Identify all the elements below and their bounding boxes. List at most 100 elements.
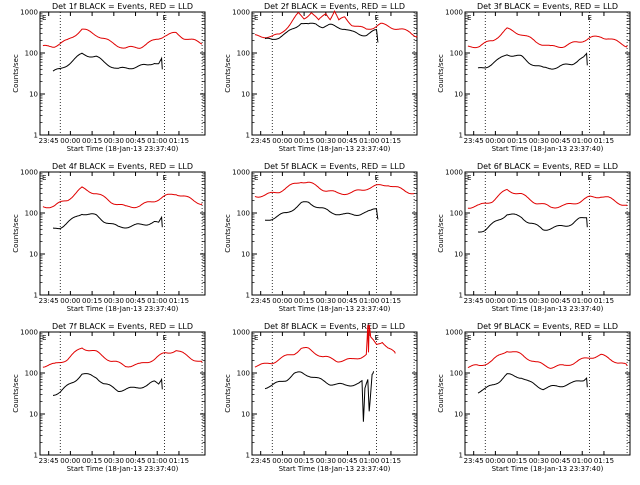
x-tick-label: 23:45 [251,297,271,305]
x-tick-label: 00:00 [272,137,292,145]
y-axis-label: Counts/sec [224,374,232,413]
y-axis-label: Counts/sec [437,54,445,93]
y-tick-label: 10 [454,91,463,99]
x-axis-label: Start Time (18-Jan-13 23:37:40) [67,305,179,313]
x-tick-label: 00:30 [104,297,124,305]
y-tick-label: 10 [454,411,463,419]
plot-frame [251,171,418,296]
plot-frame [251,11,418,136]
y-tick-label: 1 [34,452,38,460]
panel-title: Det 3f BLACK = Events, RED = LLD [477,2,618,11]
x-tick-label: 23:45 [39,457,59,465]
y-tick-label: 100 [25,50,38,58]
x-tick-label: 00:30 [316,297,336,305]
x-tick-label: 00:15 [507,457,527,465]
y-tick-label: 1 [459,452,463,460]
e-marker: E [374,14,378,22]
y-tick-label: 1 [246,452,250,460]
x-axis-label: Start Time (18-Jan-13 23:37:40) [492,145,604,153]
e-marker: E [587,174,591,182]
y-tick-label: 100 [237,210,250,218]
y-tick-label: 100 [450,210,463,218]
y-tick-label: 1000 [20,329,38,337]
y-tick-label: 1000 [232,329,250,337]
y-tick-label: 100 [25,210,38,218]
y-tick-label: 1000 [445,169,463,177]
e-marker: E [254,174,258,182]
e-marker: E [587,14,591,22]
e-marker: E [42,174,46,182]
panel-det-3: Det 3f BLACK = Events, RED = LLD 1 10 100 10… [437,2,631,153]
x-axis-label: Start Time (18-Jan-13 23:37:40) [67,465,179,473]
y-tick-label: 1 [459,292,463,300]
e-marker: E [587,334,591,342]
y-tick-label: 10 [241,91,250,99]
x-tick-label: 00:45 [550,457,570,465]
events-series-black [264,201,379,221]
x-tick-label: 00:45 [125,457,145,465]
x-tick-label: 00:15 [82,137,102,145]
y-axis-label: Counts/sec [12,374,20,413]
plot-frame [39,331,206,456]
y-axis-label: Counts/sec [12,54,20,93]
panel-title: Det 6f BLACK = Events, RED = LLD [477,162,618,171]
panel-det-6: Det 6f BLACK = Events, RED = LLD 1 10 100 10… [437,162,631,313]
events-series-black [477,52,588,70]
x-tick-label: 00:45 [337,297,357,305]
x-tick-label: 00:15 [294,137,314,145]
x-tick-label: 23:45 [39,297,59,305]
x-tick-label: 01:00 [572,297,592,305]
x-tick-label: 01:15 [381,457,401,465]
y-tick-label: 100 [237,50,250,58]
y-tick-label: 10 [29,91,38,99]
e-marker: E [254,14,258,22]
y-tick-label: 10 [241,411,250,419]
x-tick-label: 00:00 [485,297,505,305]
panel-title: Det 9f BLACK = Events, RED = LLD [477,322,618,331]
e-marker: E [42,14,46,22]
y-tick-label: 10 [29,251,38,259]
x-tick-label: 00:00 [485,137,505,145]
x-axis-label: Start Time (18-Jan-13 23:37:40) [492,465,604,473]
e-marker: E [42,334,46,342]
x-tick-label: 00:00 [272,297,292,305]
x-tick-label: 01:00 [147,457,167,465]
e-marker: E [162,174,166,182]
lld-series-red [42,347,203,368]
x-tick-label: 23:45 [39,137,59,145]
events-series-black [53,213,163,230]
y-tick-label: 100 [25,370,38,378]
x-tick-label: 00:15 [507,297,527,305]
panel-det-4: Det 4f BLACK = Events, RED = LLD 1 10 100 10… [12,162,206,313]
y-tick-label: 1 [246,292,250,300]
panel-det-8: Det 8f BLACK = Events, RED = LLD 1 10 100 10… [224,322,418,473]
panel-det-1: Det 1f BLACK = Events, RED = LLD 1 10 100 10… [12,2,206,153]
x-tick-label: 00:15 [507,137,527,145]
e-marker: E [162,334,166,342]
x-tick-label: 23:45 [464,297,484,305]
y-tick-label: 1 [246,132,250,140]
lld-series-red [42,28,203,49]
x-tick-label: 01:00 [359,297,379,305]
e-marker: E [162,14,166,22]
panel-det-9: Det 9f BLACK = Events, RED = LLD 1 10 100 10… [437,322,631,473]
x-tick-label: 01:00 [147,137,167,145]
panel-det-7: Det 7f BLACK = Events, RED = LLD 1 10 100 10… [12,322,206,473]
e-marker: E [374,174,378,182]
panel-title: Det 2f BLACK = Events, RED = LLD [264,2,405,11]
panel-title: Det 1f BLACK = Events, RED = LLD [52,2,193,11]
y-tick-label: 10 [241,251,250,259]
y-tick-label: 1000 [20,9,38,17]
x-tick-label: 01:00 [359,457,379,465]
x-tick-label: 01:00 [359,137,379,145]
x-tick-label: 00:00 [60,137,80,145]
x-axis-label: Start Time (18-Jan-13 23:37:40) [67,145,179,153]
y-tick-label: 1000 [20,169,38,177]
x-tick-label: 01:15 [594,457,614,465]
x-tick-label: 00:30 [104,137,124,145]
x-tick-label: 00:45 [550,137,570,145]
x-tick-label: 00:00 [60,457,80,465]
lld-series-red [254,324,396,368]
x-tick-label: 00:15 [82,457,102,465]
